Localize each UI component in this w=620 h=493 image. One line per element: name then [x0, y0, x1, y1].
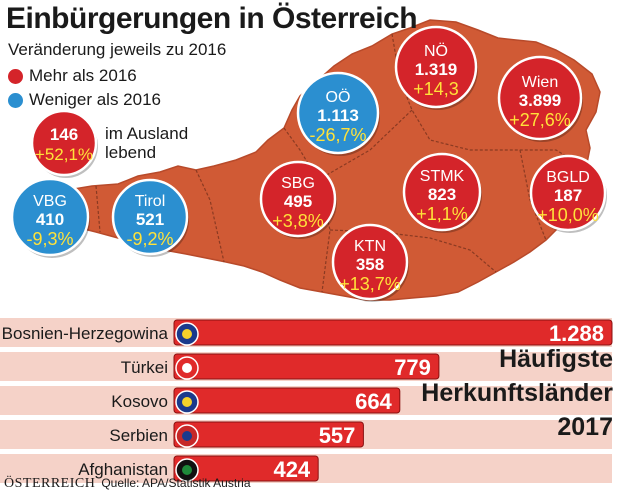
legend-more-label: Mehr als 2016: [29, 66, 137, 85]
flag-emblem: [182, 329, 192, 339]
brand-logo: ÖSTERREICH: [4, 476, 96, 491]
abroad-label-line1: im Ausland: [105, 124, 189, 143]
region-change: -9,3%: [26, 229, 73, 249]
bar-category-label: Afghanistan: [78, 460, 168, 479]
bar: [173, 421, 364, 448]
legend-red-dot-icon: [8, 68, 23, 84]
bar-value-label: 557: [319, 423, 356, 448]
region-change: -26,7%: [309, 125, 366, 145]
region-name: BGLD: [546, 169, 590, 186]
flag-emblem: [182, 465, 192, 475]
region-change: +1,1%: [416, 204, 468, 224]
bar: [173, 319, 613, 346]
flag-emblem: [182, 397, 192, 407]
bar-row: Serbien 557: [0, 420, 612, 449]
bubble-circle: [394, 25, 478, 109]
region-name: KTN: [354, 238, 386, 255]
region-value: 358: [356, 255, 384, 274]
region-value: 823: [428, 185, 456, 204]
bar-category-label: Türkei: [121, 358, 168, 377]
bar-row: Bosnien-Herzegowina 1.288: [0, 318, 613, 347]
bar-category-label: Serbien: [109, 426, 168, 445]
region-name: STMK: [420, 168, 465, 185]
heading-line-2: Herkunftsländer: [421, 379, 613, 407]
legend-blue-dot-icon: [8, 92, 23, 108]
region-value: 521: [136, 210, 164, 229]
region-change: +27,6%: [509, 110, 571, 130]
heading-line-3: 2017: [557, 413, 613, 441]
region-name: VBG: [33, 193, 67, 210]
region-value: 1.113: [317, 106, 359, 125]
legend-more: Mehr als 2016: [8, 66, 137, 86]
region-change: +14,3: [413, 79, 459, 99]
region-bubble-oö: OÖ1.113-26,7%: [296, 71, 380, 156]
region-name: Tirol: [135, 193, 166, 210]
bar-row: Türkei 779: [0, 352, 612, 381]
region-change: +13,7%: [339, 274, 401, 294]
region-value: 495: [284, 192, 312, 211]
region-change: +3,8%: [272, 211, 324, 231]
bar-value-label: 779: [394, 355, 431, 380]
bubble-circle: [529, 154, 607, 232]
bubble-circle: [259, 160, 337, 238]
page-title: Einbürgerungen in Österreich: [6, 2, 418, 35]
bar: [173, 353, 440, 380]
abroad-bubble: 146+52,1%: [30, 109, 98, 178]
abroad-value: 146: [50, 125, 78, 144]
bubble-circle: [296, 71, 380, 155]
bubble-circle: [402, 152, 482, 232]
region-value: 1.319: [415, 60, 458, 79]
subtitle: Veränderung jeweils zu 2016: [8, 40, 227, 59]
bubble-circle: [331, 223, 409, 301]
bar-value-label: 664: [355, 389, 392, 414]
bar-value-label: 1.288: [549, 321, 604, 346]
region-bubble-nö: NÖ1.319+14,3: [394, 25, 478, 110]
footer: ÖSTERREICH Quelle: APA/Statistik Austria: [4, 476, 251, 492]
bar-row: Kosovo 664: [0, 386, 612, 415]
bar-category-label: Bosnien-Herzegowina: [2, 324, 169, 343]
bar-row: Afghanistan 424: [0, 454, 612, 483]
bar: [173, 455, 319, 482]
bubble-circle: [111, 178, 189, 256]
bar: [173, 387, 401, 414]
abroad-label-line2: lebend: [105, 143, 157, 162]
region-change: +10,0%: [537, 205, 599, 225]
region-name: OÖ: [326, 88, 351, 106]
legend-less-label: Weniger als 2016: [29, 90, 161, 109]
flag-emblem: [182, 363, 192, 373]
abroad-label: im Ausland lebend: [105, 124, 188, 162]
bar-chart-heading: Häufigste Herkunftsländer 2017: [415, 342, 613, 444]
bar-category-label: Kosovo: [111, 392, 168, 411]
flag-emblem: [182, 431, 192, 441]
region-value: 187: [554, 186, 582, 205]
region-value: 410: [36, 210, 64, 229]
region-name: NÖ: [424, 42, 448, 60]
bar-value-label: 424: [273, 457, 310, 482]
heading-line-1: Häufigste: [499, 345, 613, 373]
bubble-circle: [497, 55, 583, 141]
legend-less: Weniger als 2016: [8, 90, 161, 110]
region-name: SBG: [281, 175, 315, 192]
bubble-circle: [30, 109, 98, 177]
bubble-circle: [10, 177, 90, 257]
region-value: 3.899: [519, 91, 562, 110]
source-note: Quelle: APA/Statistik Austria: [101, 476, 251, 490]
abroad-change: +52,1%: [35, 145, 93, 164]
region-change: -9,2%: [126, 229, 173, 249]
region-name: Wien: [522, 74, 558, 91]
